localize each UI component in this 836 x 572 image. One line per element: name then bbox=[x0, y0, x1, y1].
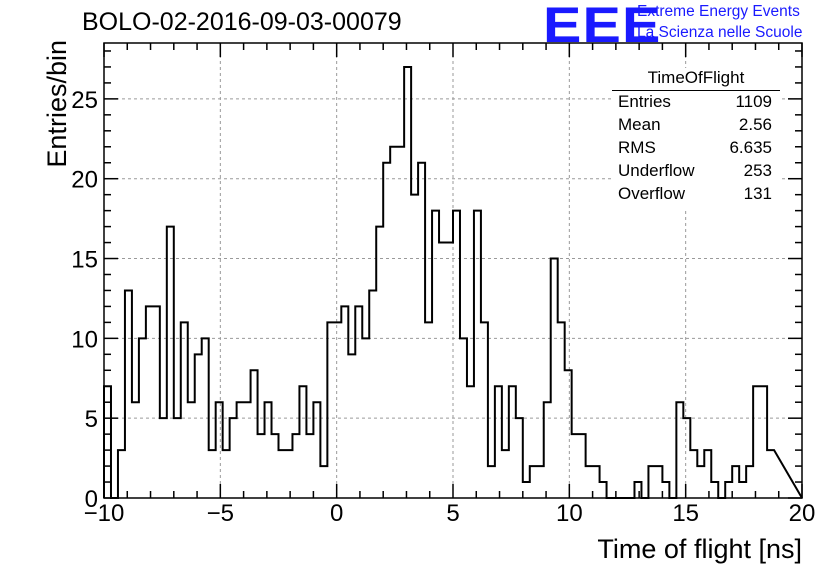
eee-logo: EEE bbox=[543, 0, 662, 53]
x-tick-label: −10 bbox=[84, 500, 125, 527]
stats-row-mean: Mean 2.56 bbox=[618, 115, 772, 138]
grid-lines bbox=[104, 43, 802, 498]
stats-key: Entries bbox=[618, 92, 671, 111]
x-tick-label: 5 bbox=[446, 500, 459, 527]
y-tick-label: 10 bbox=[71, 326, 98, 353]
axis-ticks bbox=[103, 43, 803, 499]
stats-value: 253 bbox=[743, 161, 772, 180]
stats-box: TimeOfFlight Entries 1109 Mean 2.56 RMS … bbox=[612, 68, 780, 210]
logo-text-line1: Extreme Energy Events bbox=[637, 3, 800, 20]
stats-value: 1109 bbox=[735, 92, 772, 111]
stats-key: Overflow bbox=[618, 184, 686, 203]
chart-title: BOLO-02-2016-09-03-00079 bbox=[82, 8, 402, 36]
stats-value: 2.56 bbox=[738, 115, 772, 134]
stats-row-underflow: Underflow 253 bbox=[618, 161, 772, 184]
stats-divider bbox=[612, 90, 780, 91]
stats-key: Mean bbox=[618, 115, 661, 134]
stats-title: TimeOfFlight bbox=[647, 68, 745, 87]
stats-value: 6.635 bbox=[729, 138, 772, 157]
x-tick-label: 20 bbox=[789, 500, 816, 527]
x-tick-label: −5 bbox=[207, 500, 234, 527]
logo-text-line2: La Scienza nelle Scuole bbox=[637, 24, 803, 41]
x-tick-label: 15 bbox=[672, 500, 699, 527]
x-axis-label: Time of flight [ns] bbox=[597, 534, 802, 564]
stats-value: 131 bbox=[743, 184, 772, 203]
y-tick-labels: 0 5 10 15 20 25 bbox=[71, 87, 98, 513]
x-tick-label: 0 bbox=[330, 500, 343, 527]
y-tick-label: 25 bbox=[71, 87, 98, 114]
stats-row-entries: Entries 1109 bbox=[618, 92, 772, 115]
stats-key: RMS bbox=[618, 138, 656, 157]
y-tick-label: 5 bbox=[85, 406, 98, 433]
plot-frame bbox=[103, 42, 803, 499]
stats-row-overflow: Overflow 131 bbox=[618, 184, 772, 207]
y-axis-label-container: Entries/bin bbox=[8, 40, 72, 190]
x-tick-labels: −10 −5 0 5 10 15 20 bbox=[84, 500, 816, 527]
histogram-outline bbox=[103, 65, 803, 499]
x-tick-label: 10 bbox=[556, 500, 583, 527]
y-tick-label: 15 bbox=[71, 247, 98, 274]
y-axis-label: Entries/bin bbox=[42, 40, 72, 168]
stats-key: Underflow bbox=[618, 161, 695, 180]
y-tick-label: 0 bbox=[85, 486, 98, 513]
y-tick-label: 20 bbox=[71, 167, 98, 194]
stats-row-rms: RMS 6.635 bbox=[618, 138, 772, 161]
